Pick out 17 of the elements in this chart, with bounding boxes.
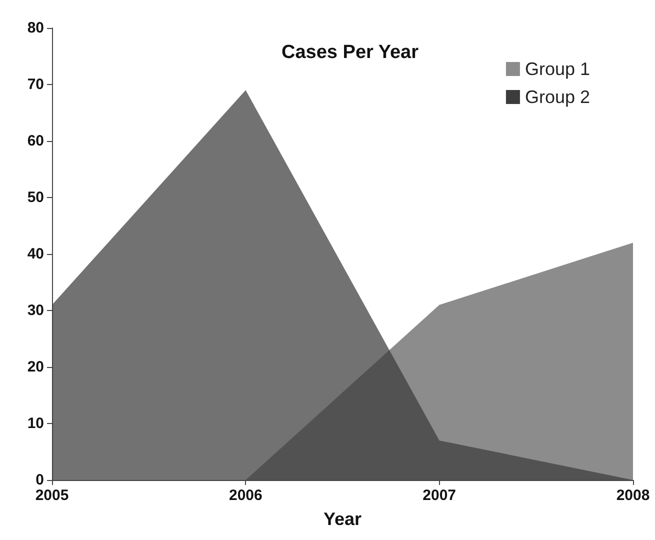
y-tick-label: 60 [27, 132, 44, 150]
x-tick-label: 2007 [422, 487, 456, 504]
legend-label: Group 1 [524, 59, 590, 79]
x-tick-label: 2008 [616, 487, 650, 504]
y-tick-label: 30 [27, 302, 44, 319]
x-tick-label: 2006 [228, 487, 262, 504]
y-tick-label: 80 [27, 20, 44, 36]
text: Cases Per Year [282, 42, 420, 63]
y-tick-label: 0 [36, 472, 44, 488]
x-tick-label: 2005 [35, 487, 69, 504]
y-tick-label: 10 [27, 415, 44, 432]
legend-label: Group 2 [524, 87, 590, 107]
y-tick-label: 40 [27, 246, 44, 262]
y-tick-label: 20 [27, 358, 44, 376]
y-tick-label: 70 [27, 76, 44, 93]
x-axis-title: Year [323, 509, 362, 529]
y-tick-label: 50 [27, 189, 44, 206]
